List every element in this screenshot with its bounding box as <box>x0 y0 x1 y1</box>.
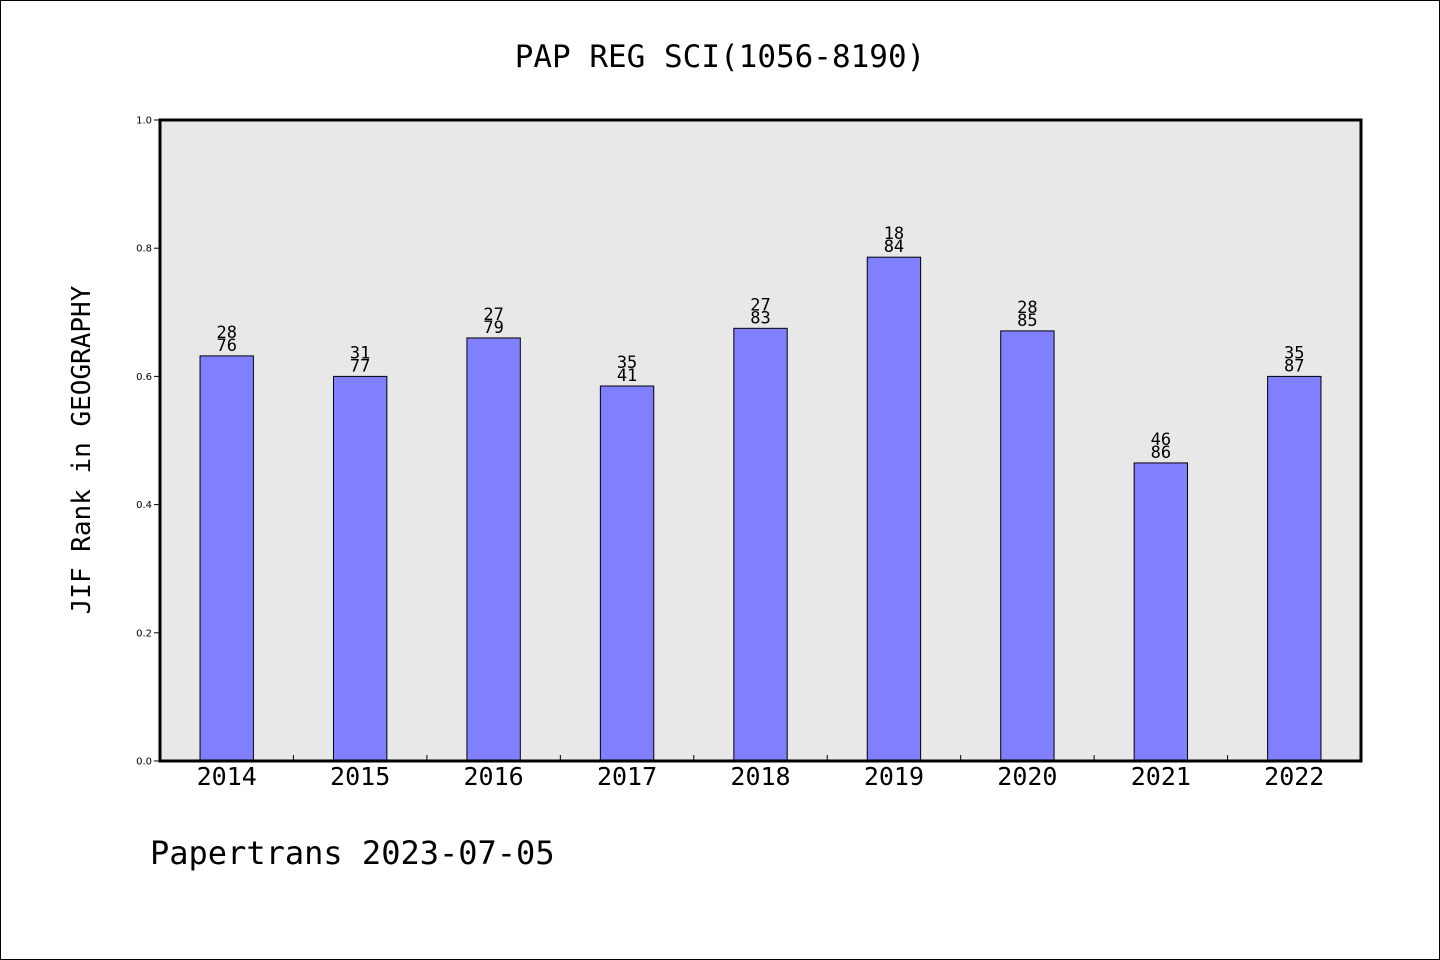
bar-rank-label: 28 <box>1017 298 1037 318</box>
y-tick-label: 0.2 <box>136 628 152 639</box>
bar-total-label: 77 <box>350 356 370 376</box>
x-tick-label: 2015 <box>330 762 390 791</box>
y-tick-label: 1.0 <box>136 116 152 127</box>
bar-rank-label: 27 <box>483 305 503 325</box>
bar-2016 <box>466 337 521 762</box>
bar-rank-label: 31 <box>350 343 370 363</box>
bar-2020 <box>1000 330 1055 762</box>
x-tick-label: 2016 <box>464 762 524 791</box>
y-axis-ticks: 0.0 0.2 0.4 0.6 0.8 1.0 <box>136 116 160 768</box>
y-tick-label: 0.8 <box>136 244 152 255</box>
bar-total-label: 87 <box>1284 356 1304 376</box>
bar-2019 <box>866 256 922 762</box>
bar-rank-label: 27 <box>750 295 770 315</box>
bar-total-label: 76 <box>216 336 236 356</box>
bar-rank-label: 28 <box>216 323 236 343</box>
x-tick-label: 2019 <box>864 762 924 791</box>
footer-text: Papertrans 2023-07-05 <box>150 834 555 872</box>
bar-rank-label: 18 <box>884 224 904 244</box>
y-tick-label: 0.0 <box>136 757 152 768</box>
bar-rank-label: 35 <box>617 353 637 373</box>
y-tick-label: 0.6 <box>136 372 152 383</box>
bar-2017 <box>599 385 655 762</box>
y-tick-label: 0.4 <box>136 500 152 511</box>
x-axis-ticks: 2014 2015 2016 2017 2018 2019 2020 2021 2022 <box>197 755 1324 791</box>
plot-border <box>158 118 1363 763</box>
bar-rank-label: 46 <box>1151 430 1171 450</box>
bar-2014 <box>199 355 254 762</box>
bar-total-label: 85 <box>1017 311 1037 331</box>
bar-2021 <box>1133 462 1189 762</box>
x-tick-label: 2021 <box>1131 762 1191 791</box>
bar-total-label: 79 <box>483 318 503 338</box>
bar-total-label: 84 <box>884 237 904 257</box>
bar-2015 <box>332 375 388 762</box>
x-tick-label: 2020 <box>997 762 1057 791</box>
x-tick-label: 2014 <box>197 762 257 791</box>
bar-rank-label: 35 <box>1284 343 1304 363</box>
y-axis-label: JIF Rank in GEOGRAPHY <box>67 285 97 614</box>
bar-series <box>199 256 1322 762</box>
x-tick-label: 2017 <box>597 762 657 791</box>
x-tick-label: 2018 <box>730 762 790 791</box>
x-tick-label: 2022 <box>1264 762 1324 791</box>
bar-total-label: 86 <box>1151 443 1171 463</box>
bar-total-label: 41 <box>617 366 637 386</box>
chart-title: PAP REG SCI(1056-8190) <box>515 39 926 75</box>
bar-total-label: 83 <box>750 308 770 328</box>
bar-2022 <box>1267 375 1322 762</box>
bar-2018 <box>733 327 788 762</box>
